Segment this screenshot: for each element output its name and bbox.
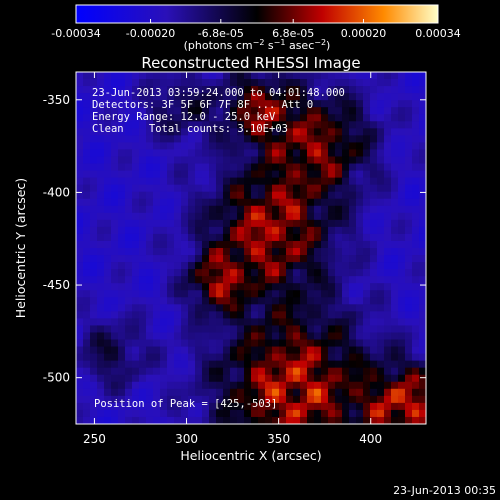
y-axis-label: Heliocentric Y (arcsec) — [13, 178, 28, 318]
info-text: 23-Jun-2013 03:59:24.000 to 04:01:48.000… — [92, 87, 345, 135]
x-tick-label: 300 — [175, 432, 198, 446]
x-tick-label: 400 — [359, 432, 382, 446]
y-tick-label: -450 — [43, 278, 70, 292]
colorbar-tick-label: -6.8e-05 — [198, 27, 244, 40]
y-axis-ticks: -350 -400 -450 -500 — [43, 93, 426, 385]
x-tick-label: 350 — [267, 432, 290, 446]
colorbar-frame — [75, 4, 439, 24]
image-frame — [75, 71, 427, 425]
colorbar-units: (photons cm−2 s−1 asec−2) — [184, 38, 331, 53]
x-axis-label: Heliocentric X (arcsec) — [180, 448, 321, 463]
x-axis-ticks: 250 300 350 400 — [83, 72, 382, 446]
colorbar-tick-label: -0.00034 — [51, 27, 100, 40]
info-line-detectors: Detectors: 3F 5F 6F 7F 8F ... Att 0 — [92, 99, 313, 111]
colorbar-ticks: -0.00034 -0.00020 -6.8e-05 6.8e-05 0.00020 0.… — [51, 19, 461, 40]
info-line-clean: Clean Total counts: 3.10E+03 — [92, 123, 288, 135]
reconstructed-image — [76, 72, 426, 424]
y-tick-label: -350 — [43, 93, 70, 107]
colorbar-tick-label: -0.00020 — [126, 27, 175, 40]
info-line-energy: Energy Range: 12.0 - 25.0 keV — [92, 111, 276, 123]
y-tick-label: -500 — [43, 371, 70, 385]
x-tick-label: 250 — [83, 432, 106, 446]
plot-title: Reconstructed RHESSI Image — [141, 54, 360, 72]
colorbar — [76, 5, 438, 23]
timestamp: 23-Jun-2013 00:35 — [393, 484, 496, 497]
peak-position-label: Position of Peak = [425,-503] — [94, 398, 277, 410]
y-tick-label: -400 — [43, 185, 70, 199]
info-line-time: 23-Jun-2013 03:59:24.000 to 04:01:48.000 — [92, 87, 345, 99]
colorbar-tick-label: 0.00020 — [341, 27, 387, 40]
colorbar-tick-label: 0.00034 — [415, 27, 461, 40]
colorbar-tick-label: 6.8e-05 — [272, 27, 314, 40]
